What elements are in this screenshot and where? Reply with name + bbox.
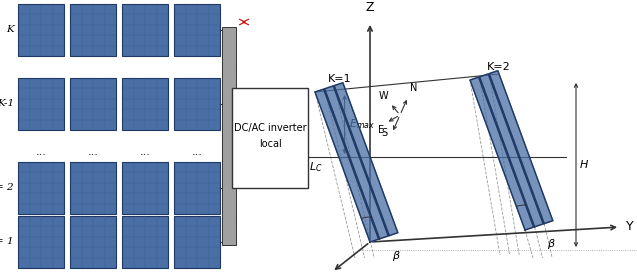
Text: K: K — [6, 26, 14, 34]
Text: Y: Y — [626, 221, 634, 233]
Text: K-1: K-1 — [0, 100, 14, 109]
Text: E: E — [378, 125, 384, 135]
Text: K=1: K=1 — [328, 74, 352, 84]
Bar — [70, 162, 116, 214]
Bar — [174, 162, 220, 214]
Text: K = 1: K = 1 — [0, 238, 14, 246]
Bar — [232, 88, 308, 188]
Text: D: D — [229, 63, 239, 71]
Bar — [70, 78, 116, 130]
Bar — [122, 162, 168, 214]
Bar — [70, 216, 116, 268]
Text: H: H — [580, 160, 589, 170]
Text: Z: Z — [366, 1, 375, 14]
Text: W: W — [378, 91, 388, 101]
Bar — [122, 216, 168, 268]
Text: β: β — [392, 251, 399, 261]
Text: β: β — [547, 239, 554, 249]
Text: K=2: K=2 — [487, 62, 511, 72]
Bar — [122, 78, 168, 130]
Text: DC/AC inverter: DC/AC inverter — [234, 123, 306, 133]
Bar — [70, 4, 116, 56]
Polygon shape — [489, 71, 553, 224]
Bar — [174, 216, 220, 268]
Polygon shape — [334, 83, 398, 236]
Bar — [174, 78, 220, 130]
Text: local: local — [259, 139, 282, 149]
Polygon shape — [325, 86, 388, 239]
Text: N: N — [410, 83, 417, 93]
Polygon shape — [480, 74, 543, 227]
Text: D: D — [229, 211, 239, 219]
Text: $L_C$: $L_C$ — [309, 160, 322, 174]
Bar — [18, 162, 64, 214]
Bar — [18, 4, 64, 56]
Text: ...: ... — [36, 147, 47, 157]
Bar — [222, 27, 236, 245]
Polygon shape — [315, 89, 378, 242]
Bar — [18, 216, 64, 268]
Polygon shape — [470, 77, 534, 230]
Bar — [18, 78, 64, 130]
Text: ...: ... — [192, 147, 203, 157]
Text: ...: ... — [87, 147, 99, 157]
Bar — [122, 4, 168, 56]
Text: $E_{max}$: $E_{max}$ — [348, 118, 375, 131]
Bar — [174, 4, 220, 56]
Text: K = 2: K = 2 — [0, 183, 14, 192]
Text: ...: ... — [140, 147, 150, 157]
Text: S: S — [382, 128, 388, 138]
